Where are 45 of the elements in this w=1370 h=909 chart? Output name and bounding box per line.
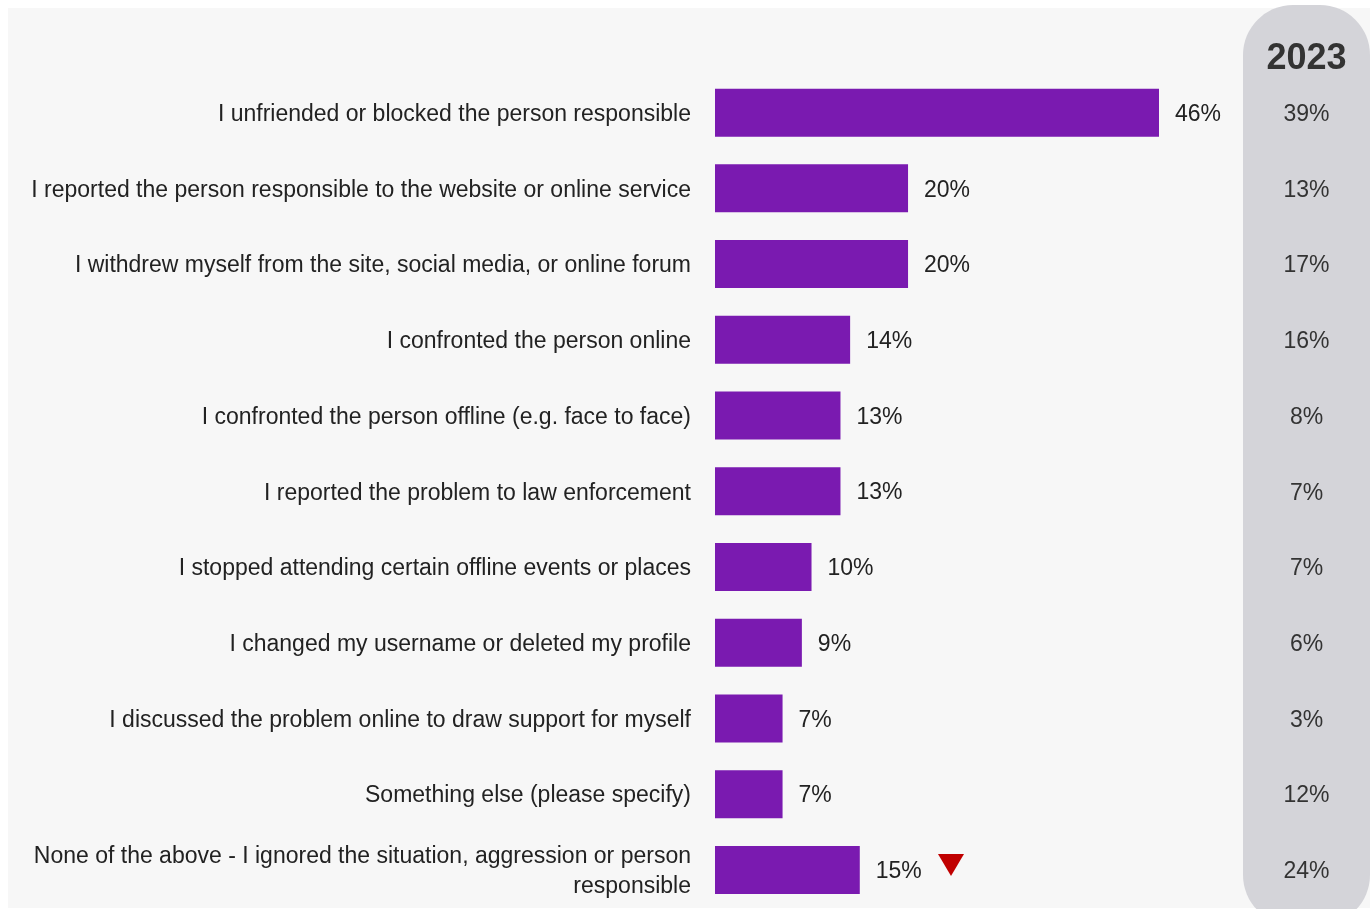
bar (715, 240, 909, 289)
bar (715, 770, 783, 819)
y-tick-label: I reported the person responsible to the website or online service (31, 175, 691, 202)
y-tick-label: Something else (please specify) (365, 781, 691, 808)
bar (715, 542, 812, 591)
y-tick-label: I stopped attending certain offline events or places (178, 554, 691, 581)
y-tick-label: I confronted the person online (386, 327, 691, 354)
data-label: 15% (875, 857, 922, 884)
data-label: 13% (856, 402, 903, 429)
bar (715, 694, 783, 743)
text: 2023 (1265, 36, 1348, 78)
bar (715, 88, 1159, 137)
data-label: 46% (1175, 99, 1222, 126)
y-tick-label: I withdrew myself from the site, social media, or online forum (74, 251, 691, 278)
bar (715, 315, 851, 364)
text: 13% (1282, 175, 1331, 203)
bar (715, 164, 909, 213)
y-tick-label: None of the above - I ignored the situation, aggression or person responsible (33, 842, 691, 899)
y-tick-label: I changed my username or deleted my profile (229, 629, 691, 656)
bar (715, 845, 860, 894)
text: 7% (1288, 478, 1325, 506)
text: 17% (1282, 251, 1331, 279)
data-label: 13% (856, 478, 903, 505)
data-label: 9% (817, 629, 852, 656)
text: 24% (1282, 857, 1331, 885)
data-label: 7% (798, 705, 832, 732)
y-tick-label: I reported the problem to law enforcement (263, 478, 692, 505)
bar (715, 467, 841, 516)
text: 6% (1288, 629, 1325, 657)
y-tick-label: I unfriended or blocked the person responsible (217, 99, 691, 126)
bar (715, 618, 802, 667)
data-label: 20% (924, 251, 971, 278)
text: 8% (1288, 402, 1325, 430)
text: 7% (1288, 554, 1325, 582)
text: 16% (1282, 327, 1331, 355)
data-label: 14% (866, 326, 913, 353)
text: 39% (1282, 99, 1331, 127)
y-tick-label: I confronted the person offline (e.g. face to face) (201, 402, 691, 429)
text: 12% (1282, 781, 1331, 809)
text: 3% (1288, 705, 1325, 733)
data-label: 7% (798, 781, 832, 808)
bar (715, 391, 841, 440)
data-label: 10% (827, 554, 874, 581)
y-tick-label: I discussed the problem online to draw support for myself (109, 705, 692, 732)
data-label: 20% (924, 175, 971, 202)
